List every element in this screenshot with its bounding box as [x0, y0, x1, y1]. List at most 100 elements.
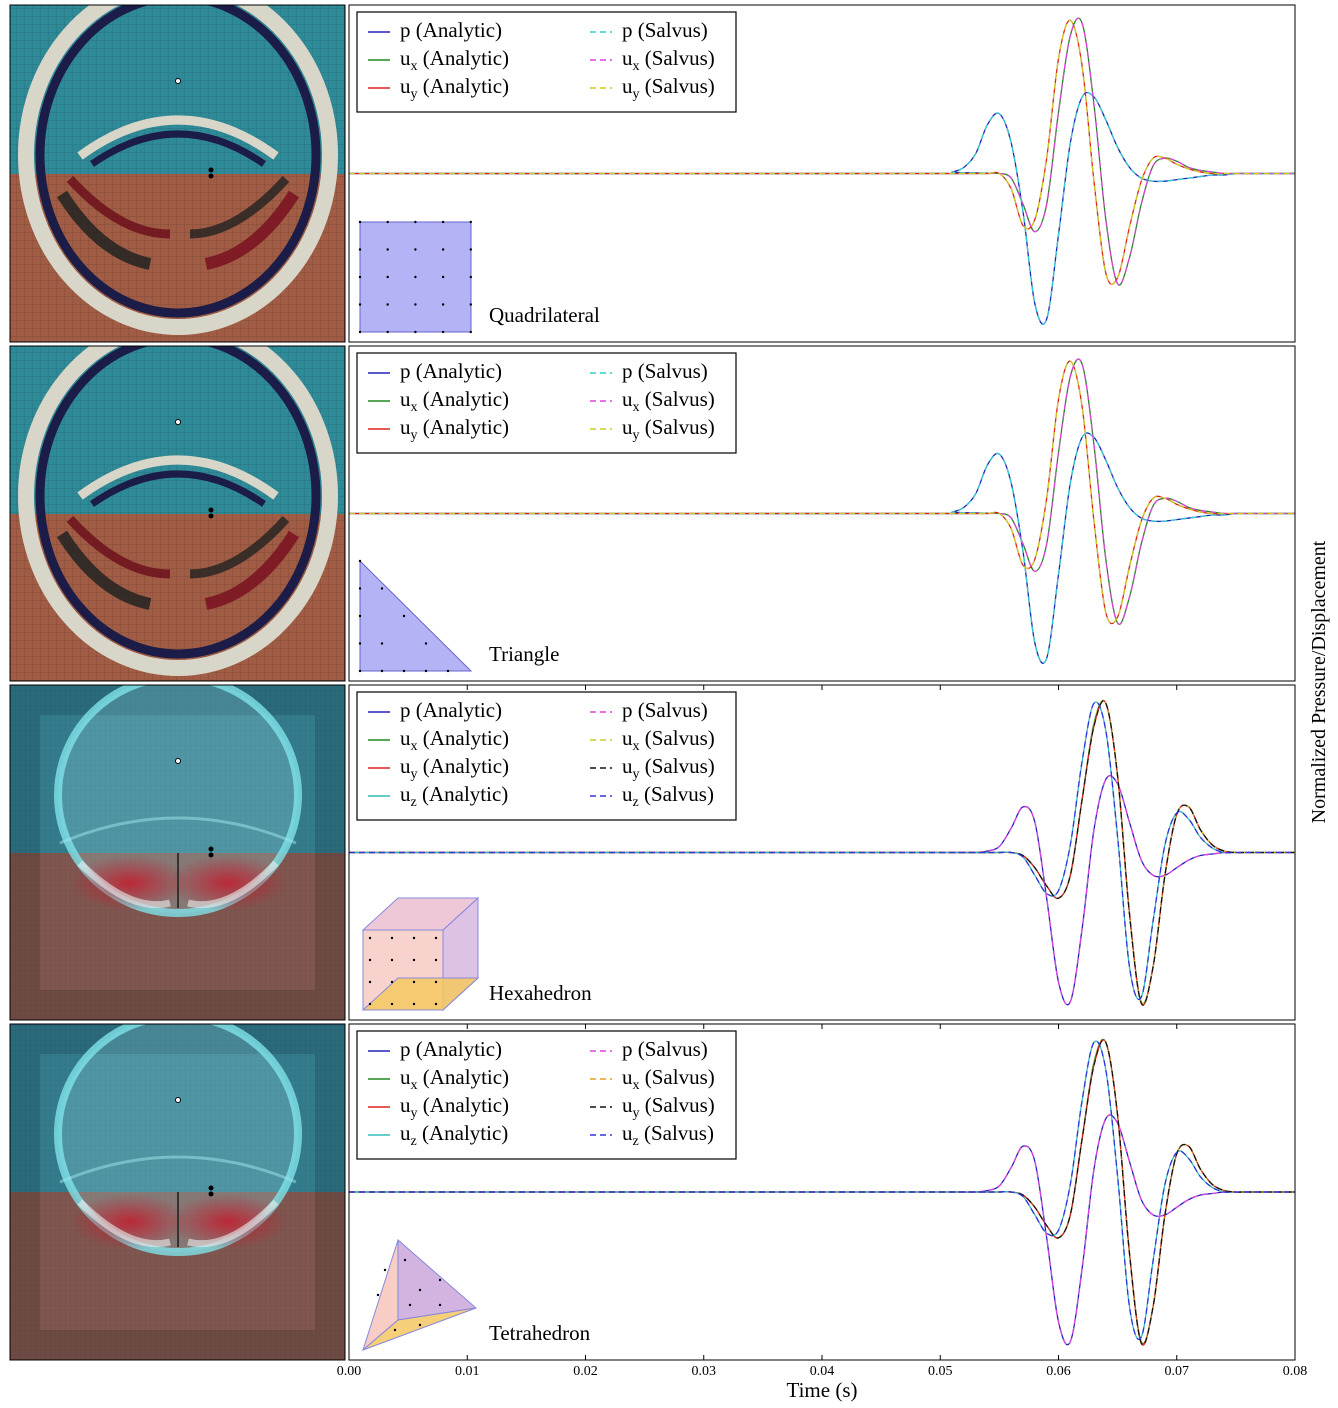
node [439, 1279, 441, 1281]
node [442, 276, 444, 278]
legend-label: p (Analytic) [400, 18, 502, 42]
snapshot [10, 0, 345, 342]
node [414, 331, 416, 333]
source [176, 1098, 181, 1103]
legend-label: p (Analytic) [400, 698, 502, 722]
node [403, 670, 405, 672]
snapshot [10, 677, 345, 1020]
node [470, 331, 472, 333]
source [176, 420, 181, 425]
node [414, 276, 416, 278]
y-axis-title: Normalized Pressure/Displacement [1308, 540, 1330, 823]
legend-label: p (Analytic) [400, 359, 502, 383]
node [359, 248, 361, 250]
node [377, 1294, 379, 1296]
receiver [209, 514, 214, 519]
node [384, 1269, 386, 1271]
element-label: Tetrahedron [489, 1321, 591, 1345]
element-label: Hexahedron [489, 981, 592, 1005]
x-axis-title: Time (s) [787, 1378, 858, 1402]
legend-label: p (Salvus) [622, 359, 708, 383]
receiver [209, 168, 214, 173]
receiver [209, 174, 214, 179]
x-tick-label: 0.08 [1283, 1364, 1308, 1379]
node [381, 670, 383, 672]
node [435, 1003, 437, 1005]
receiver [209, 853, 214, 858]
node [442, 303, 444, 305]
node [435, 959, 437, 961]
node [394, 1329, 396, 1331]
node [447, 670, 449, 672]
node [391, 981, 393, 983]
node [409, 1304, 411, 1306]
x-tick-label: 0.02 [573, 1364, 598, 1379]
node [425, 670, 427, 672]
receiver [209, 1192, 214, 1197]
node [403, 615, 405, 617]
element-icon [363, 898, 478, 1010]
receiver [209, 508, 214, 513]
x-tick-label: 0.05 [928, 1364, 953, 1379]
receiver [209, 1186, 214, 1191]
node [359, 615, 361, 617]
snapshot [10, 1016, 345, 1360]
node [391, 937, 393, 939]
node [404, 1259, 406, 1261]
node [387, 221, 389, 223]
legend-label: p (Salvus) [622, 1037, 708, 1061]
node [387, 276, 389, 278]
node [387, 248, 389, 250]
node [414, 248, 416, 250]
node [369, 937, 371, 939]
node [414, 221, 416, 223]
source [176, 79, 181, 84]
x-tick-label: 0.03 [692, 1364, 717, 1379]
node [470, 303, 472, 305]
node [359, 670, 361, 672]
element-label: Triangle [489, 642, 559, 666]
x-tick-label: 0.01 [455, 1364, 480, 1379]
node [442, 331, 444, 333]
figure: p (Analytic)ux (Analytic)uy (Analytic)p … [0, 0, 1338, 1403]
node [391, 959, 393, 961]
node [359, 587, 361, 589]
node [369, 981, 371, 983]
legend-label: p (Salvus) [622, 18, 708, 42]
node [387, 303, 389, 305]
node [369, 959, 371, 961]
node [391, 1003, 393, 1005]
node [359, 331, 361, 333]
element-icon [359, 221, 472, 333]
legend-label: p (Salvus) [622, 698, 708, 722]
x-tick-label: 0.07 [1165, 1364, 1190, 1379]
node [359, 642, 361, 644]
node [413, 1003, 415, 1005]
node [425, 642, 427, 644]
legend-label: p (Analytic) [400, 1037, 502, 1061]
node [470, 248, 472, 250]
node [435, 981, 437, 983]
node [435, 937, 437, 939]
node [413, 937, 415, 939]
node [470, 221, 472, 223]
node [359, 560, 361, 562]
node [381, 642, 383, 644]
element-label: Quadrilateral [489, 303, 600, 327]
receiver [209, 847, 214, 852]
x-tick-label: 0.06 [1046, 1364, 1071, 1379]
snapshot [10, 324, 345, 681]
x-tick-label: 0.00 [337, 1364, 362, 1379]
node [442, 221, 444, 223]
node [439, 1304, 441, 1306]
node [369, 1003, 371, 1005]
node [413, 981, 415, 983]
x-tick-label: 0.04 [810, 1364, 835, 1379]
node [414, 303, 416, 305]
node [419, 1289, 421, 1291]
node [359, 303, 361, 305]
node [359, 276, 361, 278]
node [419, 1324, 421, 1326]
node [470, 276, 472, 278]
source [176, 759, 181, 764]
